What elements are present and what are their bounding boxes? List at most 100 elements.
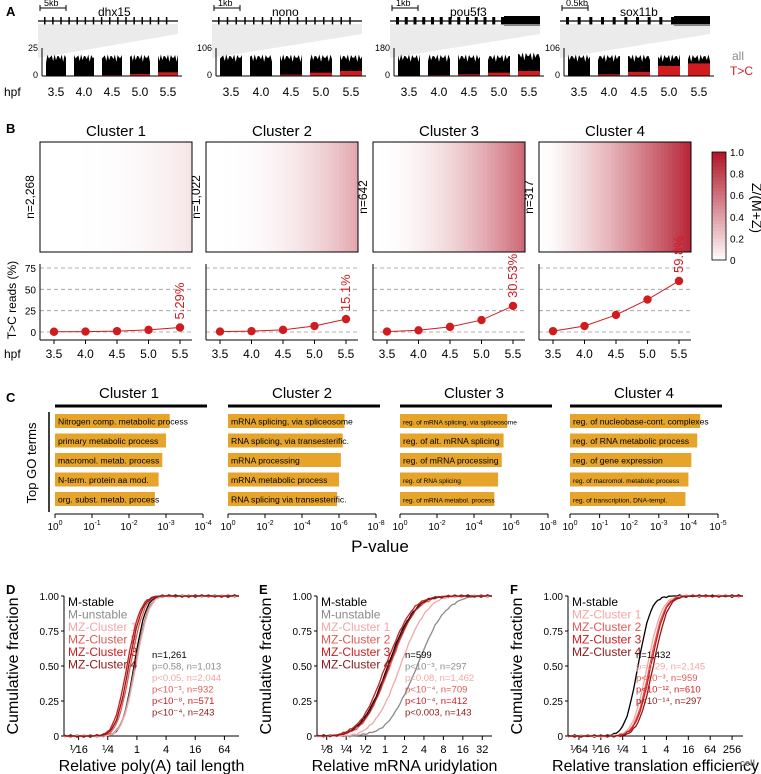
coverage-tc [598, 74, 620, 76]
heatmap-cell [483, 142, 488, 252]
heatmap-cell [184, 142, 189, 252]
x-tick-label: ⅟64 [570, 744, 588, 756]
heatmap-cell [100, 142, 106, 252]
go-term-label: Nitrogen comp. metabolic process [58, 417, 188, 427]
coverage-all [398, 54, 420, 76]
heatmap-cell [301, 142, 306, 252]
go-term-label: mRNA metabolic process [231, 475, 327, 485]
y-tick-label: 1.00 [544, 592, 564, 603]
heat-legend-cell [712, 234, 726, 239]
legend-entry: MZ-Cluster 1 [68, 620, 138, 634]
panel-letter: D [6, 582, 15, 597]
coverage-all [158, 54, 178, 76]
x-tick-label: ⅟16 [69, 744, 87, 756]
stat-label: p<0.05, n=2,044 [152, 673, 221, 684]
heat-legend-cell [712, 209, 726, 214]
exon-block [226, 17, 229, 25]
heatmap-cell [335, 142, 340, 252]
go-bar [55, 433, 166, 448]
heatmap-cell [513, 142, 518, 252]
heatmap-cell [232, 142, 237, 252]
y-tick-label: 0.75 [544, 627, 564, 638]
coverage-ymax: 25 [28, 43, 38, 53]
heatmap-cell [634, 142, 639, 252]
heatmap-cell [259, 142, 264, 252]
coverage-tc [310, 72, 332, 76]
x-tick-label: 1 [134, 744, 140, 756]
exon-block [52, 17, 54, 25]
data-point [643, 295, 652, 304]
stat-label: p=0.58, n=1,013 [152, 662, 221, 673]
heatmap-cell [656, 142, 662, 252]
heatmap-cell [411, 142, 416, 252]
coverage-all [74, 54, 94, 76]
coverage-ymin: 0 [207, 70, 212, 80]
x-axis-label: Relative mRNA uridylation [312, 758, 498, 774]
x-tick-label: 10-4 [194, 520, 211, 533]
heatmap-cell [255, 142, 260, 252]
heat-legend-tick: 0 [730, 256, 736, 267]
x-tick-label: 5.5 [671, 347, 688, 361]
y-tick-label: 1.00 [40, 592, 60, 603]
exon-block [323, 17, 325, 25]
exon-block [492, 17, 496, 25]
heatmap-cell [687, 142, 692, 252]
exon-block [448, 17, 452, 25]
x-tick-label: 5.5 [338, 347, 355, 361]
heatmap-cell [502, 142, 507, 252]
hpf-tick: 5.0 [132, 85, 149, 99]
heatmap-cell [161, 142, 166, 252]
exon-block [141, 17, 143, 25]
heatmap-cell [626, 142, 631, 252]
series-line [552, 280, 680, 332]
x-tick-label: 16 [457, 744, 469, 756]
heatmap-cell [615, 142, 620, 252]
go-bar [400, 414, 508, 428]
heat-legend-cell [712, 245, 726, 250]
exon-block [235, 17, 237, 25]
y-tick-label: 1.00 [293, 592, 313, 603]
y-axis-label: Cumulative fraction [5, 598, 22, 735]
heatmap-cell [630, 142, 635, 252]
heatmap-cell [403, 142, 408, 252]
y-tick-label: 0 [557, 732, 563, 743]
heatmap-cell [554, 142, 559, 252]
stat-label: p=0.29, n=2,145 [636, 662, 705, 673]
y-tick-label: 75 [25, 264, 37, 275]
heatmap-cell [180, 142, 185, 252]
x-tick-label: 5.0 [306, 347, 323, 361]
y-tick-label: 0 [53, 732, 59, 743]
coverage-all [130, 54, 150, 76]
heatmap-cell [176, 142, 182, 252]
go-term-label: reg. of alt. mRNA splicing [403, 436, 500, 446]
go-bar [228, 453, 341, 467]
heatmap-cell [561, 142, 567, 252]
exon-block [413, 17, 417, 25]
heatmap-cell [611, 142, 616, 252]
go-term-label: primary metabolic process [58, 436, 158, 446]
exon-block [577, 17, 581, 25]
heatmap-cell [498, 142, 503, 252]
y-axis-label: Cumulative fraction [258, 598, 275, 735]
go-bar [228, 414, 345, 428]
heat-legend-tick: 0.4 [730, 213, 744, 224]
heatmap-cell [668, 142, 673, 252]
heatmap-cell [464, 142, 469, 252]
coverage-all [598, 54, 620, 76]
y-tick-label: 0.50 [293, 662, 313, 673]
heatmap-cell [97, 142, 102, 252]
heatmap-cell [384, 142, 389, 252]
legend-entry: MZ-Cluster 2 [321, 633, 391, 647]
y-tick-label: 0.75 [40, 627, 60, 638]
heatmap-cell [350, 142, 355, 252]
exon-block [474, 17, 478, 25]
exon-block [92, 17, 95, 25]
x-tick-label: 10-2 [256, 520, 273, 533]
heat-legend-cell [712, 227, 726, 232]
heat-legend-cell [712, 170, 726, 175]
go-bar [400, 433, 504, 448]
stat-label: n=599 [405, 650, 432, 661]
scale-bar-label: 5kb [44, 0, 59, 8]
heatmap-cell [150, 142, 155, 252]
heatmap-cell [546, 142, 551, 252]
